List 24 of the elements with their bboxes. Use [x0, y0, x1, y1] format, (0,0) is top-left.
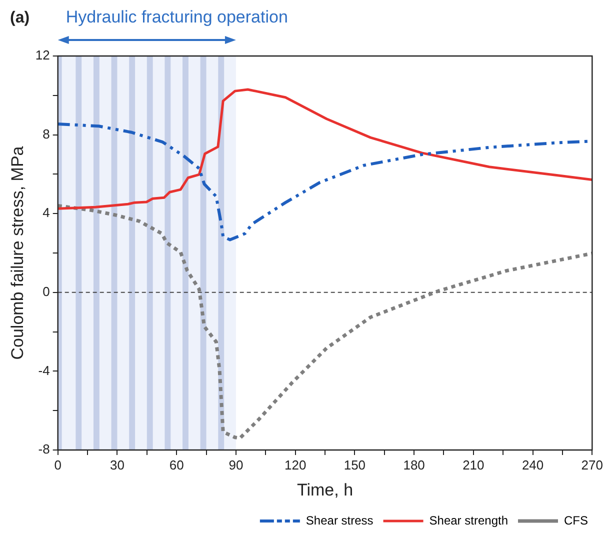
y-tick-label: 4	[42, 205, 50, 220]
x-axis-title: Time, h	[296, 480, 354, 500]
y-tick-label: 0	[42, 284, 50, 299]
legend-label: Shear stress	[306, 513, 374, 528]
band-label: Hydraulic fracturing operation	[66, 8, 288, 27]
x-tick-label: 30	[110, 457, 124, 472]
x-tick-label: 240	[522, 457, 544, 472]
x-tick-label: 150	[344, 457, 366, 472]
y-axis-title: Coulomb failure stress, MPa	[8, 146, 27, 360]
x-tick-label: 180	[403, 457, 425, 472]
chart-title: (a)	[10, 9, 30, 26]
line-series	[58, 204, 592, 440]
legend-label: Shear strength	[429, 513, 508, 528]
x-tick-label: 210	[462, 457, 484, 472]
x-tick-label: 120	[284, 457, 306, 472]
y-tick-label: 12	[35, 48, 50, 63]
y-tick-label: -4	[38, 362, 50, 378]
x-tick-label: 0	[54, 457, 62, 472]
y-tick-label: -8	[38, 442, 50, 457]
y-tick-label: 8	[42, 126, 50, 142]
x-tick-label: 270	[581, 457, 604, 472]
x-tick-label: 90	[228, 457, 244, 472]
x-tick-label: 60	[169, 457, 184, 472]
legend-label: CFS	[564, 513, 588, 528]
